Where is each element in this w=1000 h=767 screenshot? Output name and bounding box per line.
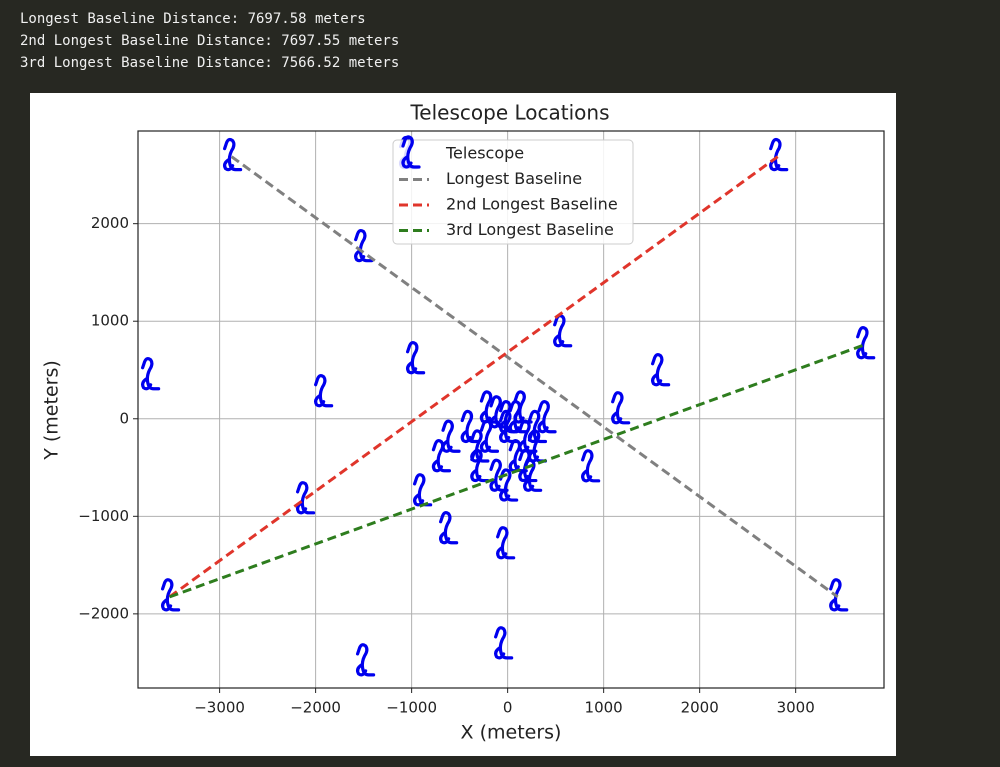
telescope-point (527, 429, 548, 463)
telescope-point (496, 526, 516, 560)
legend-label: Longest Baseline (446, 169, 582, 188)
y-tick-label: 2000 (91, 214, 129, 232)
cell-output: Longest Baseline Distance: 7697.58 meter… (20, 8, 399, 74)
telescope-marker-shape (527, 409, 548, 444)
telescope-point (314, 374, 334, 408)
chart: Telescope Locations X (meters) Y (meters… (30, 93, 896, 756)
telescope-marker-shape (223, 137, 243, 172)
telescope-marker-shape (829, 578, 849, 612)
output-line: Longest Baseline Distance: 7697.58 meter… (20, 11, 366, 27)
telescope-point (460, 409, 480, 444)
x-tick-label: 1000 (585, 699, 623, 717)
telescope-marker-shape (494, 626, 514, 660)
x-tick-label: −1000 (386, 699, 437, 717)
telescope-point (553, 314, 573, 348)
telescope-marker-shape (496, 526, 516, 560)
telescope-point (651, 353, 671, 387)
legend-label: Telescope (445, 144, 524, 163)
telescope-marker-shape (441, 419, 461, 453)
x-tick-label: 3000 (777, 699, 815, 717)
telescope-marker-shape (499, 400, 519, 434)
output-line: 2nd Longest Baseline Distance: 7697.55 m… (20, 33, 400, 49)
telescope-marker-shape (355, 643, 376, 677)
baseline-line (230, 155, 839, 599)
telescope-marker-shape (460, 409, 480, 444)
telescope-point (513, 390, 533, 424)
chart-title: Telescope Locations (409, 101, 609, 125)
telescope-point (856, 326, 876, 360)
legend-label: 3rd Longest Baseline (446, 220, 614, 239)
telescope-marker-shape (489, 458, 509, 492)
telescope-marker-shape (537, 400, 557, 434)
telescope-marker-shape (479, 419, 500, 453)
legend: Telescope Longest Baseline 2nd Longest Bas… (392, 135, 634, 245)
telescope-point (295, 481, 316, 515)
telescope-point (769, 137, 789, 172)
telescope-marker-shape (439, 511, 459, 545)
output-line: 3rd Longest Baseline Distance: 7566.52 m… (20, 55, 400, 71)
telescope-marker-shape (431, 439, 452, 473)
telescope-point (160, 578, 181, 612)
telescope-marker-shape (314, 374, 334, 408)
telescope-point (479, 419, 500, 453)
telescope-point (439, 511, 459, 545)
telescope-point (354, 228, 374, 263)
y-tick-label: −2000 (78, 604, 129, 622)
telescope-marker-shape (769, 137, 789, 172)
telescope-point (431, 439, 452, 473)
telescope-point (537, 400, 557, 434)
telescope-marker-shape (470, 448, 490, 483)
telescope-point (611, 391, 631, 425)
telescope-point (470, 448, 490, 483)
y-tick-label: 0 (119, 409, 129, 427)
telescope-point (829, 578, 849, 612)
telescope-point (489, 458, 509, 492)
telescope-point (355, 643, 376, 677)
telescope-point (494, 626, 514, 660)
x-tick-label: −2000 (290, 699, 341, 717)
x-tick-label: 0 (503, 699, 513, 717)
telescope-point (141, 357, 161, 391)
telescope-marker-shape (354, 228, 374, 263)
telescope-marker-shape (527, 429, 548, 463)
telescope-point (499, 400, 519, 434)
telescope-marker-shape (611, 391, 631, 425)
telescope-marker-shape (651, 353, 671, 387)
telescope-marker-shape (513, 390, 533, 424)
telescope-marker-shape (401, 135, 421, 169)
baseline-line (169, 343, 866, 599)
x-axis-label: X (meters) (461, 722, 562, 744)
legend-box (392, 139, 634, 245)
telescope-marker-shape (406, 341, 426, 375)
telescope-point (223, 137, 243, 172)
telescope-point (413, 473, 433, 507)
telescope-point (581, 449, 601, 483)
plot-frame (137, 130, 885, 689)
telescope-point (527, 409, 548, 444)
telescope-marker-shape (856, 326, 876, 360)
telescope-marker-shape (413, 473, 433, 507)
y-tick-label: 1000 (91, 312, 129, 330)
legend-label: 2nd Longest Baseline (446, 195, 618, 214)
telescope-point (441, 419, 461, 453)
y-tick-label: −1000 (78, 507, 129, 525)
y-axis-label: Y (meters) (41, 360, 63, 461)
x-tick-label: 2000 (681, 699, 719, 717)
telescope-marker-shape (553, 314, 573, 348)
telescope-marker-shape (160, 578, 181, 612)
telescope-marker-shape (581, 449, 601, 483)
telescope-marker-shape (141, 357, 161, 391)
telescope-point (406, 341, 426, 375)
x-tick-label: −3000 (194, 699, 245, 717)
telescope-marker-shape (295, 481, 316, 515)
